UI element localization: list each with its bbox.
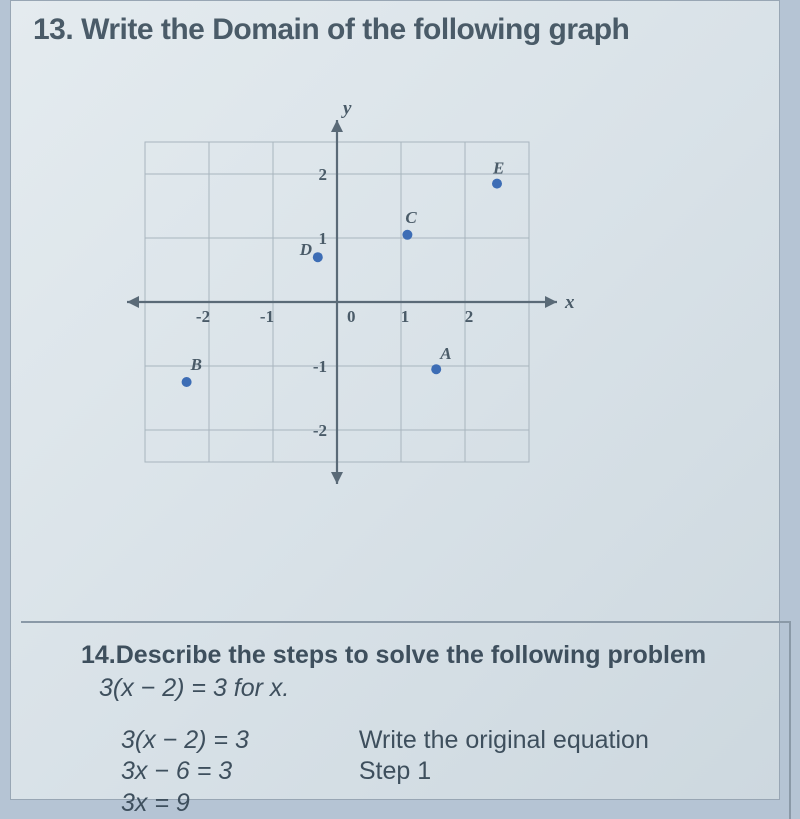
svg-text:-2: -2 xyxy=(313,421,327,440)
q14-step-descriptions: Write the original equationStep 1 xyxy=(359,725,649,819)
question-13-prompt: 13. Write the Domain of the following gr… xyxy=(33,13,629,47)
eq-line: 3x − 6 = 3 xyxy=(121,756,249,787)
point-label-D: D xyxy=(299,240,312,259)
point-label-A: A xyxy=(439,344,451,363)
point-label-E: E xyxy=(492,159,504,178)
point-E xyxy=(492,179,502,189)
coordinate-graph: -2 -1 0 1 2 2 1 -1 -2 y x E C D A B xyxy=(81,69,601,499)
svg-text:2: 2 xyxy=(465,307,474,326)
q13-number: 13. xyxy=(33,13,73,46)
point-A xyxy=(431,364,441,374)
step-desc-line: Step 1 xyxy=(359,756,649,787)
q14-steps: 3(x − 2) = 33x − 6 = 33x = 9 Write the o… xyxy=(121,725,789,819)
q13-pre: Write the xyxy=(81,13,212,46)
svg-text:0: 0 xyxy=(347,307,356,326)
q13-bold: Domain xyxy=(212,13,319,46)
svg-text:-1: -1 xyxy=(313,357,327,376)
question-14-cell: 14.Describe the steps to solve the follo… xyxy=(21,621,791,819)
q14-title: 14.Describe the steps to solve the follo… xyxy=(81,641,789,670)
point-C xyxy=(402,230,412,240)
point-label-B: B xyxy=(190,355,202,374)
svg-text:-1: -1 xyxy=(260,307,274,326)
q13-post: of the following graph xyxy=(319,13,629,46)
worksheet-paper: 13. Write the Domain of the following gr… xyxy=(10,0,780,800)
svg-text:1: 1 xyxy=(401,307,410,326)
point-D xyxy=(313,252,323,262)
q14-equation: 3(x − 2) = 3 for x. xyxy=(99,674,789,703)
step-desc-line: Write the original equation xyxy=(359,725,649,756)
svg-text:-2: -2 xyxy=(196,307,210,326)
point-B xyxy=(182,377,192,387)
point-label-C: C xyxy=(405,208,417,227)
svg-text:x: x xyxy=(564,292,575,313)
eq-line: 3x = 9 xyxy=(121,788,249,819)
graph-svg: -2 -1 0 1 2 2 1 -1 -2 y x E C D A B xyxy=(81,69,601,499)
svg-text:2: 2 xyxy=(319,165,328,184)
q14-step-equations: 3(x − 2) = 33x − 6 = 33x = 9 xyxy=(121,725,249,819)
svg-text:1: 1 xyxy=(319,229,328,248)
eq-line: 3(x − 2) = 3 xyxy=(121,725,249,756)
svg-text:y: y xyxy=(341,98,352,119)
